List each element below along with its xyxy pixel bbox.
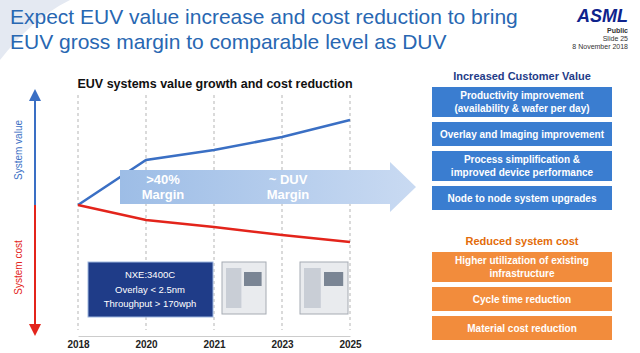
slide-meta: 8 November 2018 [572,43,628,50]
machine-panel [226,268,241,308]
info-box-text: Overlay < 2.5nm [115,284,185,295]
x-tick: 2021 [203,336,226,350]
grid-line [282,95,283,330]
panel-box [432,122,612,146]
panel-item: (availability & wafer per day) [454,103,589,114]
x-tick-label: 2018 [67,339,90,350]
logo: ASML [576,6,628,26]
grid [78,95,350,330]
x-axis: 2018 2020 2021 2023 2025 [67,336,362,350]
x-tick: 2023 [271,336,294,350]
x-tick: 2018 [67,336,90,350]
series-line [78,205,350,242]
panel-item: Higher utilization of existing [455,255,589,266]
grid-line [350,95,351,330]
panel-box [432,252,612,282]
x-tick: 2020 [135,336,158,350]
margin-arrow [120,162,416,212]
panel-item: Overlay and Imaging improvement [440,129,605,140]
panel-item: Process simplification & [464,154,580,165]
machine-panel [244,272,262,286]
panel-heading: Reduced system cost [465,235,578,247]
slide-meta: Public [607,27,628,34]
panel-box [432,151,612,181]
info-box-text: NXE:3400C [125,269,175,280]
machine-body [300,262,348,314]
panel-item: Cycle time reduction [473,294,571,305]
machine-body [222,262,266,314]
panel-item: Productivity improvement [460,90,584,101]
y-axis-line-up [34,95,36,205]
x-tick-label: 2021 [203,339,226,350]
panel-box [432,287,612,311]
panel-item: Node to node system upgrades [448,193,597,204]
y-axis-label: System cost [13,240,24,295]
x-tick: 2025 [339,336,362,350]
x-tick-label: 2025 [339,339,362,350]
chart-title: EUV systems value growth and cost reduct… [77,77,352,91]
machine-illustration [222,262,266,314]
grid-line [214,95,215,330]
annotation: Margin [142,187,185,202]
annotation: Margin [267,187,310,202]
x-axis-line [79,336,351,337]
slide: Expect EUV value increase and cost reduc… [0,0,640,353]
annotation: >40% [146,172,180,187]
panel-box [432,87,612,117]
slide-title: Expect EUV value increase and cost reduc… [10,5,518,28]
annotation: ~ DUV [269,172,308,187]
machine-illustration [300,262,348,314]
grid-line [78,95,79,330]
panel-heading: Increased Customer Value [453,70,591,82]
slide-meta: Slide 25 [603,35,628,42]
y-axis-line-down [34,205,36,330]
machine-panel [304,268,321,308]
x-tick-label: 2023 [271,339,294,350]
panel-item: Material cost reduction [467,323,576,334]
info-box-text: Throughput > 170wph [104,298,197,309]
slide-title: EUV gross margin to comparable level as … [10,30,447,53]
panel-box [432,316,612,340]
panel-box [432,186,612,210]
panel-item: improved device performance [451,167,594,178]
x-tick-label: 2020 [135,339,158,350]
panel-item: infrastructure [489,268,554,279]
info-box [88,262,213,317]
machine-panel [324,272,343,286]
y-axis-label: System value [13,120,24,180]
